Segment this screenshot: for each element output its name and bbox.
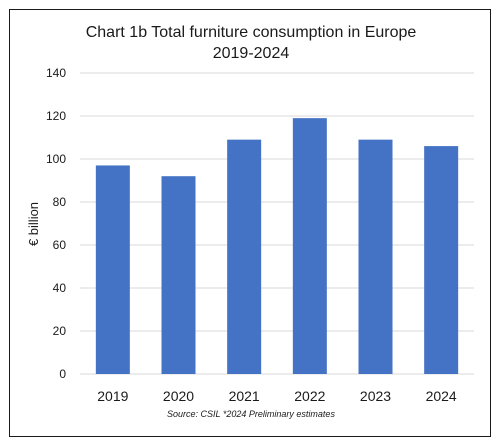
bar-2022 xyxy=(292,118,327,375)
x-tick-label: 2021 xyxy=(229,388,260,404)
y-tick-label: 0 xyxy=(59,367,66,381)
y-tick-label: 80 xyxy=(53,195,67,209)
chart-subtitle: 2019-2024 xyxy=(212,45,290,62)
x-tick-label: 2019 xyxy=(97,388,128,404)
y-tick-label: 20 xyxy=(53,324,67,338)
x-tick-label: 2024 xyxy=(426,388,457,404)
bar-2020 xyxy=(161,176,196,374)
y-tick-label: 40 xyxy=(53,281,67,295)
source-note: Source: CSIL *2024 Preliminary estimates xyxy=(167,409,335,419)
bar-2019 xyxy=(95,165,130,374)
y-axis-ticks: 0 20 40 60 80 100 120 140 xyxy=(46,66,66,381)
y-axis-label: € billion xyxy=(26,202,41,246)
x-tick-label: 2022 xyxy=(294,388,325,404)
bar-2021 xyxy=(227,139,262,374)
y-tick-label: 60 xyxy=(53,238,67,252)
bar-2023 xyxy=(358,139,393,374)
x-tick-label: 2023 xyxy=(360,388,391,404)
x-axis-ticks: 2019 2020 2021 2022 2023 2024 xyxy=(97,388,457,404)
gridlines xyxy=(80,72,474,375)
chart-title: Chart 1b Total furniture consumption in … xyxy=(85,24,417,41)
bars xyxy=(95,118,459,375)
y-tick-label: 120 xyxy=(46,109,66,123)
y-tick-label: 140 xyxy=(46,66,66,80)
y-tick-label: 100 xyxy=(46,152,66,166)
x-tick-label: 2020 xyxy=(163,388,194,404)
bar-2024 xyxy=(424,146,459,374)
